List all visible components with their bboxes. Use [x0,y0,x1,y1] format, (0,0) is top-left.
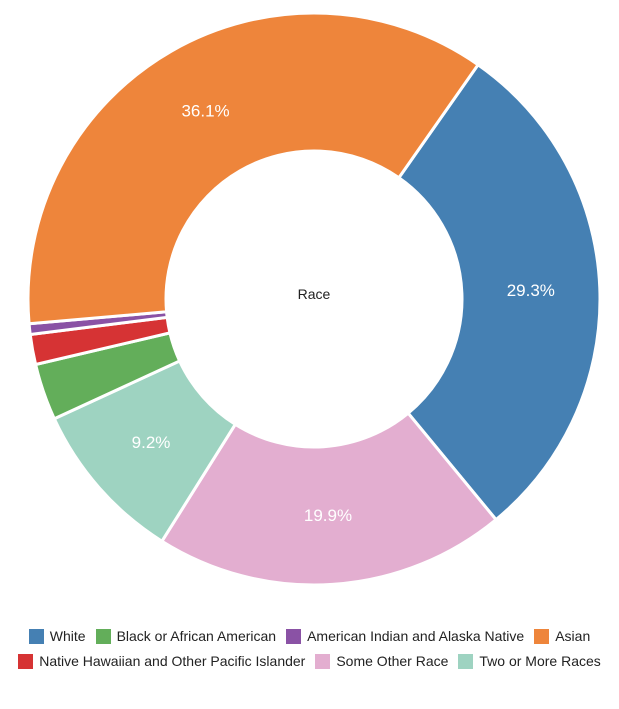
legend-label: Black or African American [116,628,277,644]
legend-item-some-other-race[interactable]: Some Other Race [315,653,448,670]
legend-item-native-hawaiian-and-other-pacific-islander[interactable]: Native Hawaiian and Other Pacific Island… [18,653,305,670]
legend-swatch [315,654,331,669]
race-donut-chart: 29.3% 19.9% 9.2% 36.1% Race [26,11,602,587]
slice-some-other-race[interactable] [160,411,498,587]
legend-swatch [458,654,474,669]
legend-item-american-indian-and-alaska-native[interactable]: American Indian and Alaska Native [286,628,524,645]
legend-swatch [286,629,302,644]
legend-swatch [534,629,550,644]
legend-swatch [95,629,111,644]
legend-item-asian[interactable]: Asian [534,628,590,645]
legend-item-white[interactable]: White [28,628,86,645]
legend-item-black-or-african-american[interactable]: Black or African American [95,628,277,645]
legend-label: White [49,628,86,644]
slice-label-asian: 36.1% [181,102,229,121]
legend-label: Native Hawaiian and Other Pacific Island… [39,653,306,669]
center-label: Race [298,286,331,302]
legend-label: Some Other Race [336,653,449,669]
slice-labels: 29.3% 19.9% 9.2% 36.1% [132,102,555,526]
legend-swatch [18,654,34,669]
legend-label: Two or More Races [479,653,601,669]
slice-label-two-or-more-races: 9.2% [132,433,171,452]
slice-asian[interactable] [26,11,480,326]
slice-label-some-other-race: 19.9% [304,506,352,525]
legend-item-two-or-more-races[interactable]: Two or More Races [458,653,601,670]
slice-white[interactable] [397,63,602,522]
legend-label: American Indian and Alaska Native [307,628,525,644]
legend: White Black or African American American I… [0,628,619,670]
legend-label: Asian [555,628,591,644]
donut-slices [26,11,602,587]
slice-label-white: 29.3% [507,281,555,300]
legend-swatch [28,629,44,644]
